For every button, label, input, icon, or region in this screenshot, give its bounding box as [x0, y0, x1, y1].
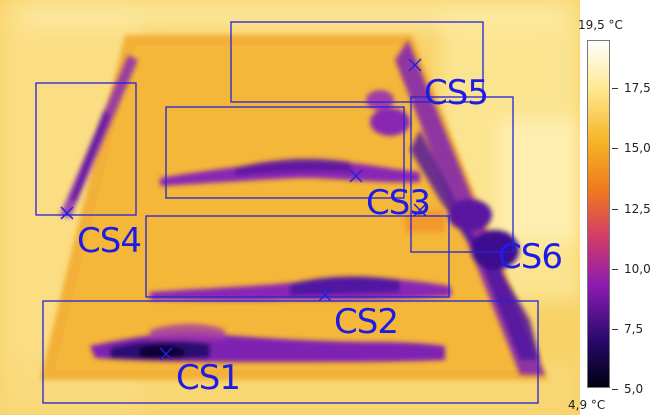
roi-markers: [60, 58, 427, 361]
scale-tick: [612, 389, 618, 390]
scale-tick: [612, 329, 618, 330]
scale-tick-label: 7,5: [624, 322, 644, 336]
scale-tick: [612, 269, 618, 270]
scale-tick: [612, 88, 618, 89]
scale-tick-label: 5,0: [624, 382, 644, 396]
scale-tick-label: 10,0: [624, 262, 651, 276]
roi-label-cs5: CS5: [424, 73, 489, 113]
roi-box-cs2: [145, 215, 450, 298]
roi-box-cs6: [410, 96, 514, 253]
roi-box-cs4: [35, 82, 137, 216]
marker-cs1: [159, 347, 173, 361]
scale-max-label: 19,5 °C: [578, 18, 623, 32]
roi-boxes: [35, 21, 539, 404]
marker-cs6: [413, 203, 427, 217]
roi-label-cs4: CS4: [77, 221, 142, 261]
marker-cs5: [408, 58, 422, 72]
roi-label-cs6: CS6: [498, 240, 563, 274]
roi-box-cs3: [165, 106, 405, 199]
roi-label-cs3: CS3: [366, 183, 431, 223]
marker-cs4: [60, 206, 74, 220]
scale-min-label: 4,9 °C: [568, 398, 606, 412]
roi-label-cs1: CS1: [176, 358, 241, 398]
thermal-image: [0, 0, 580, 415]
cold-zones: [60, 40, 545, 375]
roi-label-cs2: CS2: [334, 302, 399, 342]
marker-cs3: [349, 169, 363, 183]
roi-box-cs5: [230, 21, 484, 103]
scale-tick-label: 12,5: [624, 202, 651, 216]
scale-tick-label: 17,5: [624, 81, 651, 95]
roi-box-cs1: [42, 300, 539, 404]
scale-tick-label: 15,0: [624, 141, 651, 155]
color-scale-bar: [587, 40, 610, 388]
marker-cs2: [318, 288, 332, 302]
scale-tick: [612, 209, 618, 210]
scale-tick: [612, 148, 618, 149]
